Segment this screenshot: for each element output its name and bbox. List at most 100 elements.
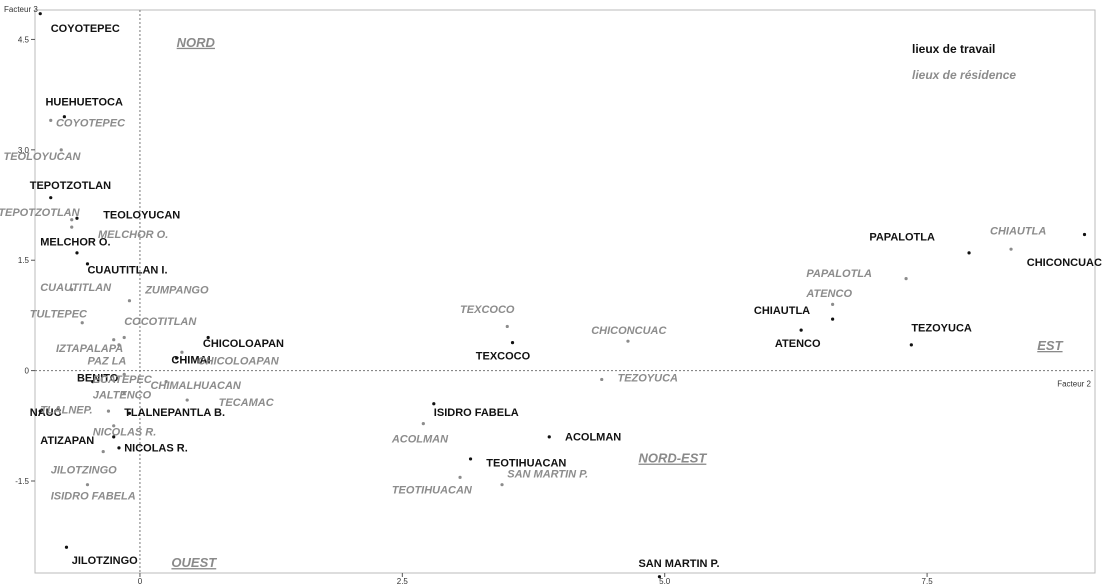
work-point [432,402,436,406]
legend-residence-label: lieux de résidence [912,68,1016,82]
region-label: NORD [177,35,216,50]
legend-work-label: lieux de travail [912,42,995,56]
x-tick-label: 7.5 [922,577,934,585]
residence-point [70,218,74,222]
y-tick-label: 0 [25,367,30,376]
work-point [112,435,116,439]
work-point-label: CUAUTITLAN I. [87,264,167,276]
residence-point [500,483,504,487]
region-label: OUEST [171,555,217,570]
work-point-label: ISIDRO FABELA [434,407,519,419]
work-point [510,341,515,345]
work-point-label: TEOTIHUACAN [486,457,566,469]
residence-point-label: ACOLMAN [391,434,449,446]
residence-point-label: JILOTZINGO [51,465,117,477]
work-point-label: PAPALOTLA [869,231,935,243]
residence-point [122,335,126,340]
work-point-label: MELCHOR O. [40,237,110,249]
work-point-label: CHICONCUAC [1027,257,1102,269]
region-labels: NORD EST NORD-EST OUEST [171,35,1063,570]
work-point [175,356,179,360]
residence-point [49,118,53,122]
work-point [117,446,121,450]
work-point [547,435,551,439]
work-point [75,216,79,220]
work-point [64,545,69,549]
residence-point [106,409,111,413]
y-axis-title: Facteur 3 [4,5,38,14]
residence-point [122,391,126,395]
y-axis-ticks: 4.5 3.0 1.5 0 -1.5 [15,35,35,486]
residence-point-label: PAPALOTLA [806,268,872,280]
work-point [49,196,53,200]
residence-point [112,338,116,342]
residence-point [421,422,425,426]
y-tick-label: 3.0 [18,146,30,155]
work-point [831,317,835,321]
residence-point-label: TECAMAC [219,397,275,409]
work-point [127,411,132,415]
residence-point-label: TEXCOCO [460,304,515,316]
region-label: EST [1037,338,1063,353]
work-point [1082,232,1087,237]
work-point [799,328,803,332]
residence-point [112,424,116,428]
work-point [91,380,95,384]
residence-point-label: TEZOYUCA [617,373,678,385]
residence-point-label: ATENCO [805,288,852,300]
residence-point-label: NICOLAS R. [93,426,157,438]
residence-point [70,288,74,292]
work-point [967,251,971,255]
work-point-label: JILOTZINGO [72,555,138,567]
work-point-label: CHIMAI [171,354,210,366]
work-point [38,12,42,16]
work-point-label: CHICOLOAPAN [203,338,284,350]
work-point-label: CHIAUTLA [754,305,810,317]
residence-point-label: CHICONCUAC [591,325,667,337]
x-tick-label: 5.0 [659,577,671,585]
work-point-label: ATENCO [775,338,821,350]
residence-point-label: SAN MARTIN P. [507,468,588,480]
residence-point [904,277,908,281]
x-tick-label: 2.5 [397,577,409,585]
residence-point-label: TEPOTZOTLAN [0,207,81,219]
residence-point [80,321,84,325]
work-point [909,343,913,347]
work-point [38,409,42,413]
residence-point-label: CHIMALHUACAN [150,380,241,392]
residence-point-label: ISIDRO FABELA [51,490,136,502]
residence-point [122,372,126,376]
residence-point-label: CHICOLOAPAN [198,356,280,368]
y-tick-label: 4.5 [18,35,30,44]
data-points: COYOTEPEC HUEHUETOCA TEPOTZOTLAN TEOLOYUCAN… [0,12,1102,579]
legend: lieux de travail lieux de résidence [912,42,1016,82]
residence-point [127,299,132,303]
work-point-label: COYOTEPEC [51,23,120,35]
residence-point-label: TLALNEP. [40,404,92,416]
y-tick-label: -1.5 [15,477,29,486]
work-point [657,575,662,579]
work-point [75,251,79,255]
residence-point-label: COYOTEPEC [56,117,126,129]
work-point [62,115,66,119]
work-point-label: TEXCOCO [476,351,531,363]
work-point [206,335,210,340]
x-tick-label: 0 [138,577,143,585]
residence-point [70,225,74,229]
residence-point-label: ECATEPEC [93,374,153,386]
residence-point-label: TEOLOYUCAN [4,151,82,163]
residence-point [85,483,90,487]
residence-point [59,148,63,152]
work-point [468,457,473,461]
residence-point-label: TEOTIHUACAN [392,485,473,497]
residence-point-label: COCOTITLAN [124,316,197,328]
residence-point [831,302,835,306]
residence-point [185,398,189,402]
residence-point-label: JALTENCO [93,390,152,402]
work-point-label: ATIZAPAN [40,435,94,447]
work-point-label: ACOLMAN [565,432,621,444]
residence-point [505,324,509,329]
residence-point [626,339,630,343]
